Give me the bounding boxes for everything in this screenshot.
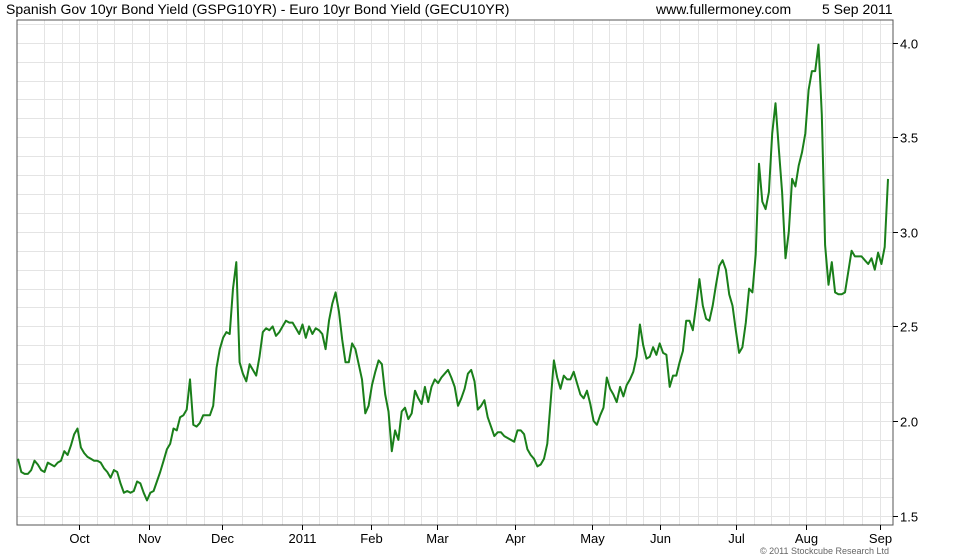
y-tick-label: 1.5	[900, 510, 918, 525]
x-tick-label: Feb	[360, 531, 382, 546]
site-url[interactable]: www.fullermoney.com	[656, 1, 792, 17]
plot-frame	[16, 19, 894, 526]
x-tick-label: Jun	[650, 531, 671, 546]
gridlines	[17, 20, 893, 525]
series-line	[17, 43, 889, 502]
chart-title: Spanish Gov 10yr Bond Yield (GSPG10YR) -…	[6, 1, 510, 17]
x-tick-label: Aug	[795, 531, 818, 546]
y-tick-label: 3.5	[900, 131, 918, 146]
y-tick-label: 2.5	[900, 320, 918, 335]
x-tick-label: Sep	[869, 531, 892, 546]
x-tick-label: Apr	[505, 531, 526, 546]
x-tick-label: Mar	[426, 531, 449, 546]
axis-ticks	[79, 43, 898, 530]
axis-labels: 1.5 2.0 2.5 3.0 3.5 4.0 Oct Nov Dec 2011 Feb Mar Apr…	[69, 37, 918, 547]
series-layer	[17, 43, 889, 502]
x-tick-label: 2011	[289, 531, 317, 546]
x-tick-label: Dec	[211, 531, 235, 546]
x-tick-label: Nov	[138, 531, 162, 546]
y-tick-label: 4.0	[900, 37, 918, 52]
x-tick-label: Oct	[69, 531, 90, 546]
chart-date: 5 Sep 2011	[822, 1, 893, 17]
x-tick-label: Jul	[728, 531, 745, 546]
copyright-notice: © 2011 Stockcube Research Ltd	[760, 546, 890, 556]
y-tick-label: 3.0	[900, 226, 918, 241]
x-tick-label: May	[580, 531, 605, 546]
y-tick-label: 2.0	[900, 415, 918, 430]
